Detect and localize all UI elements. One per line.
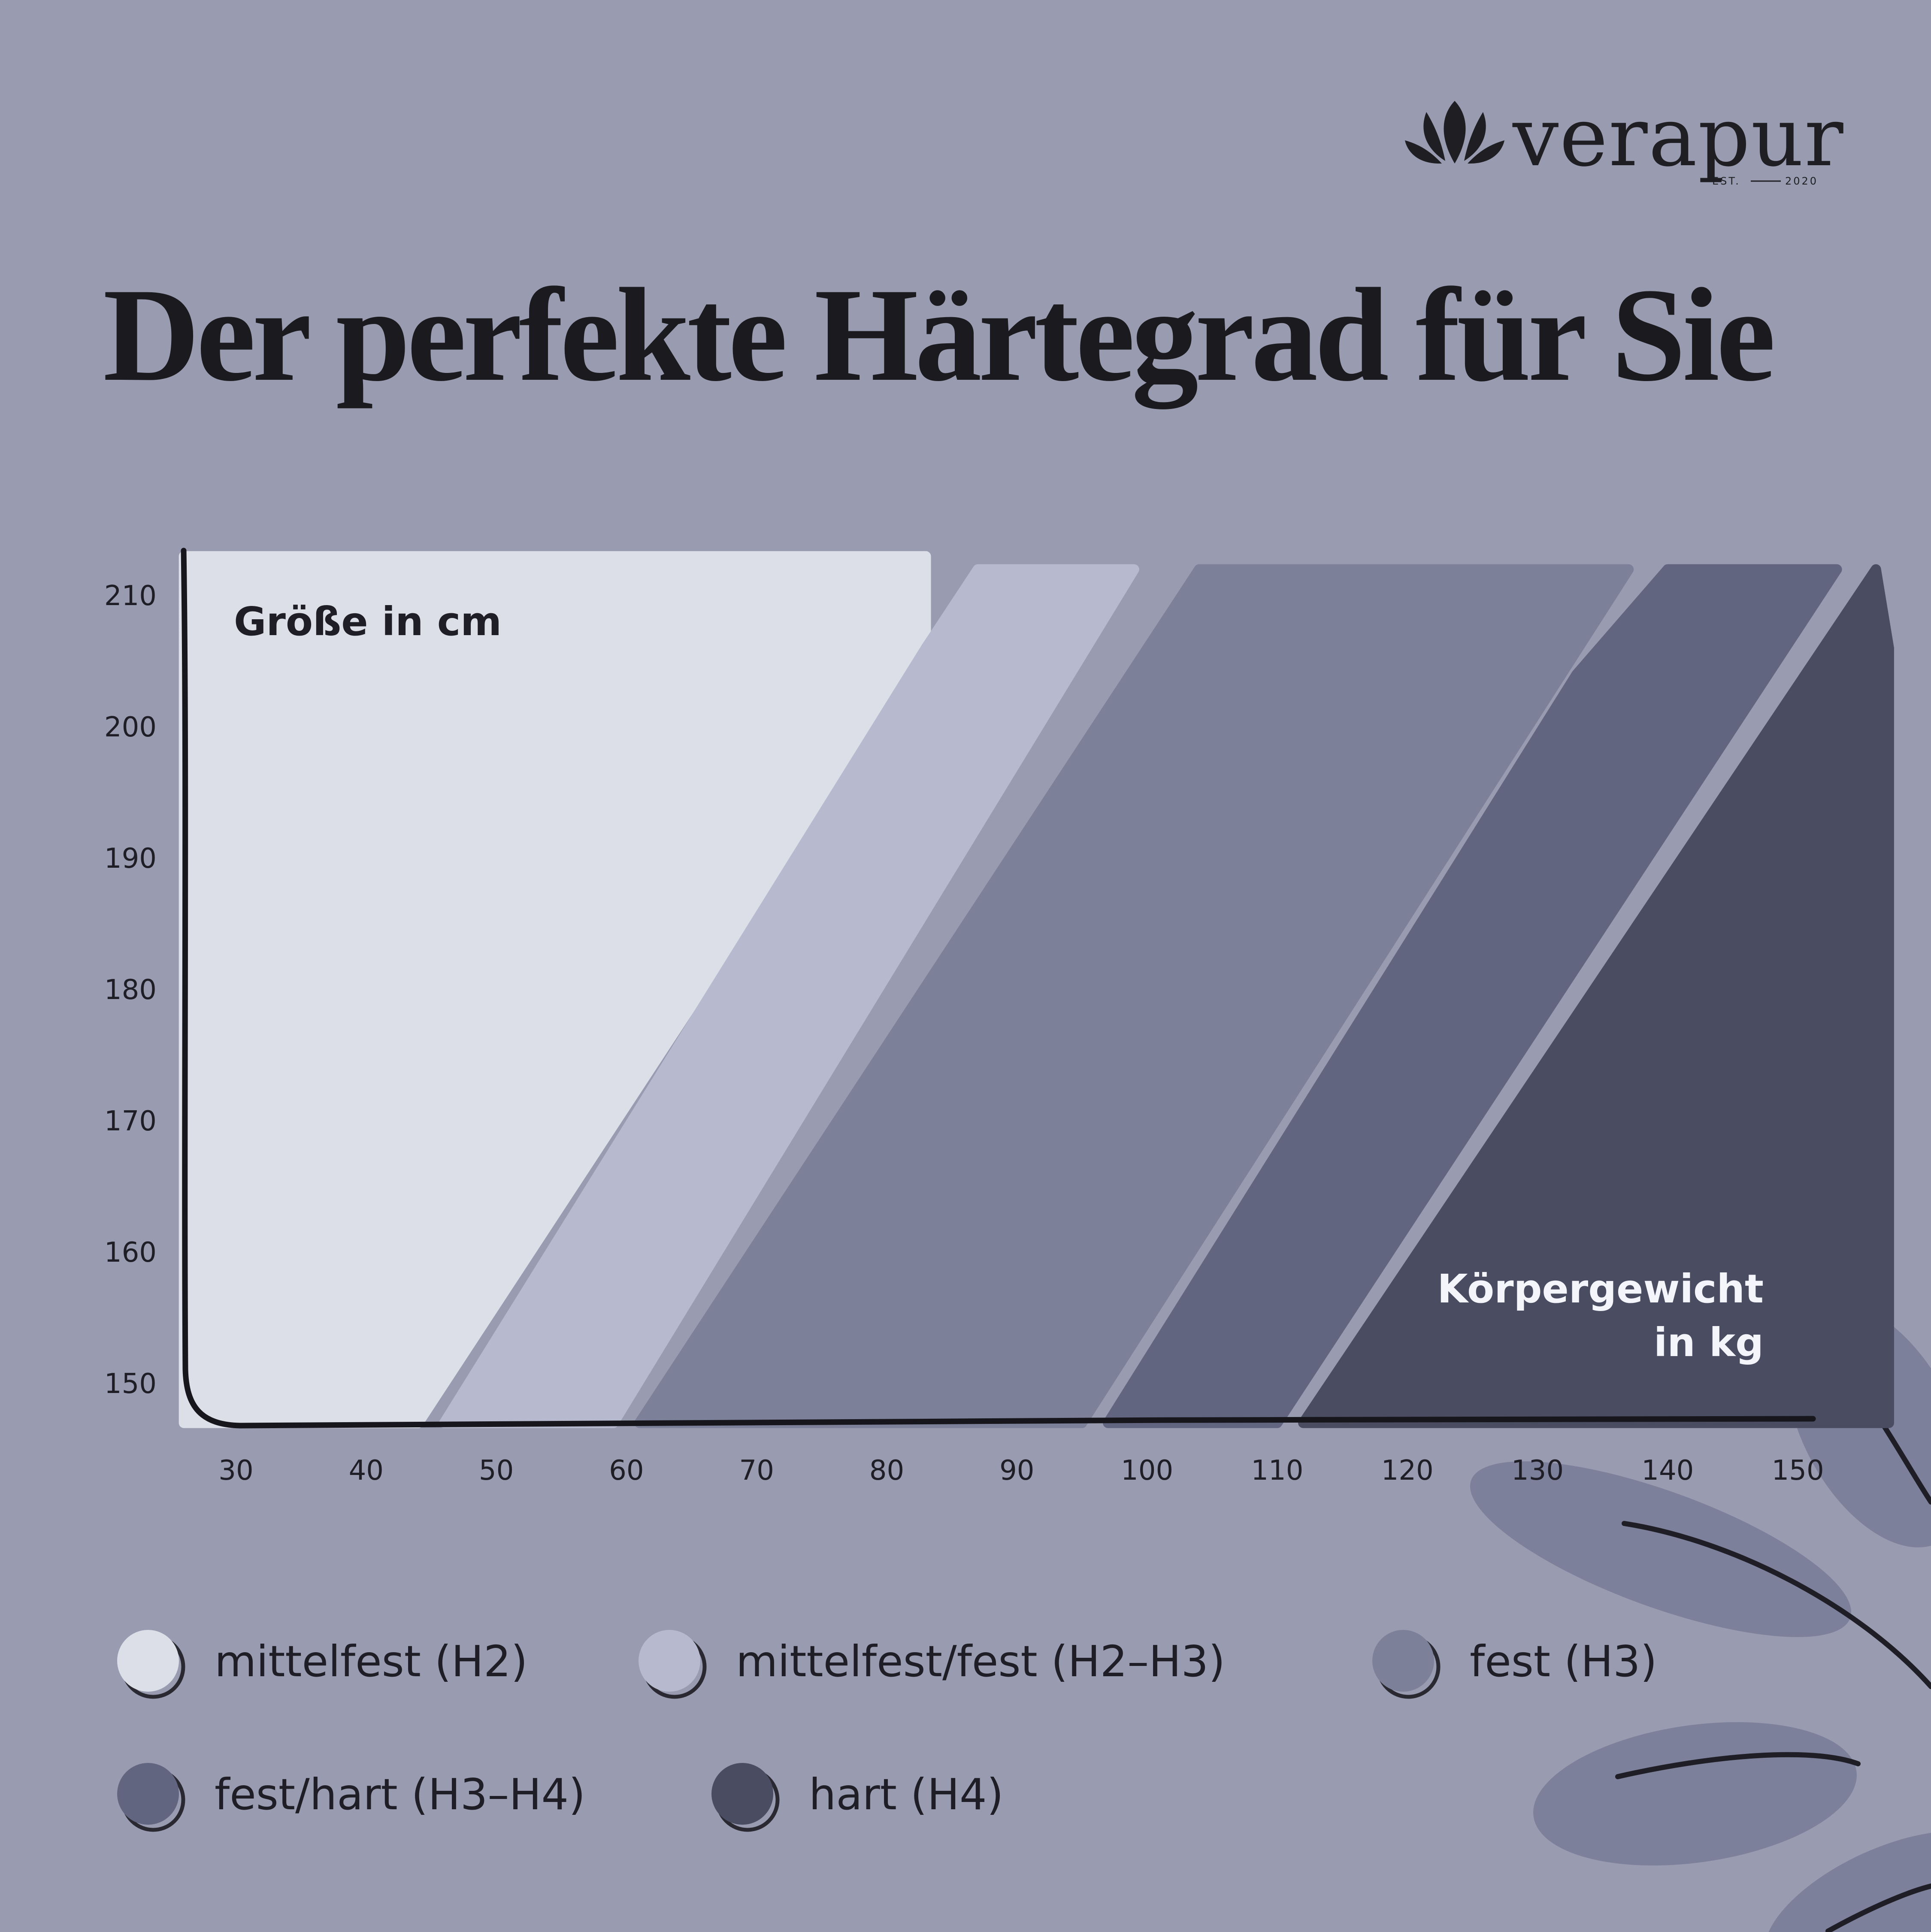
x-tick-label: 50	[479, 1455, 514, 1487]
x-tick-label: 110	[1251, 1455, 1303, 1487]
brand-est-label: EST.	[1712, 175, 1740, 187]
legend-label: mittelfest (H2)	[215, 1636, 528, 1687]
legend-swatch	[711, 1763, 773, 1825]
x-tick-label: 120	[1381, 1455, 1434, 1487]
legend-item: hart (H4)	[711, 1763, 1004, 1832]
legend-swatch	[1372, 1630, 1434, 1692]
y-tick-label: 190	[104, 843, 157, 875]
y-tick-label: 200	[104, 712, 157, 743]
legend-item: mittelfest/fest (H2–H3)	[639, 1630, 1225, 1699]
y-tick-label: 180	[104, 974, 157, 1006]
x-tick-label: 40	[349, 1455, 384, 1487]
legend-label: fest/hart (H3–H4)	[215, 1769, 585, 1820]
legend-swatch	[639, 1630, 700, 1692]
x-tick-label: 90	[999, 1455, 1034, 1487]
x-tick-label: 130	[1511, 1455, 1564, 1487]
legend-swatch	[117, 1763, 179, 1825]
y-tick-label: 160	[104, 1237, 157, 1269]
x-axis-label-line1: Körpergewicht	[1437, 1266, 1764, 1312]
leaf-stem	[1825, 1884, 1931, 1932]
page-title: Der perfekte Härtegrad für Sie	[103, 261, 1773, 411]
legend-item: fest/hart (H3–H4)	[117, 1763, 585, 1832]
x-axis-label-line2: in kg	[1654, 1320, 1764, 1366]
y-axis-ticks: 150 160 170 180 190 200 210	[104, 580, 157, 1400]
leaf-stem	[1615, 1752, 1861, 1779]
lotus-icon	[1405, 101, 1504, 164]
area-band-5	[1298, 564, 1894, 1428]
legend-item: mittelfest (H2)	[117, 1630, 528, 1699]
brand-est-year: 2020	[1785, 175, 1818, 187]
x-tick-label: 150	[1772, 1455, 1824, 1487]
x-tick-label: 80	[869, 1455, 904, 1487]
x-tick-label: 60	[609, 1455, 644, 1487]
x-tick-label: 140	[1641, 1455, 1694, 1487]
decorative-leaves	[1470, 1302, 1931, 1932]
y-axis-label: Größe in cm	[234, 599, 502, 645]
x-axis-ticks: 30 40 50 60 70 80 90 100 110 120 130 140 150	[218, 1455, 1824, 1487]
x-tick-label: 70	[739, 1455, 774, 1487]
x-tick-label: 100	[1121, 1455, 1173, 1487]
legend-swatch	[117, 1630, 179, 1692]
y-tick-label: 210	[104, 580, 157, 612]
chart-areas	[179, 551, 1894, 1428]
x-tick-label: 30	[218, 1455, 253, 1487]
leaf-shape	[1470, 1461, 1852, 1637]
brand-name: verapur	[1512, 90, 1844, 185]
y-tick-label: 150	[104, 1368, 157, 1400]
legend-label: hart (H4)	[809, 1769, 1004, 1820]
leaf-stem	[1622, 1521, 1931, 1689]
legend: mittelfest (H2) mittelfest/fest (H2–H3) fe…	[117, 1630, 1657, 1832]
brand-logo: verapur EST. 2020	[1405, 90, 1844, 187]
legend-item: fest (H3)	[1372, 1630, 1657, 1699]
area-band-4	[1103, 564, 1842, 1428]
legend-label: mittelfest/fest (H2–H3)	[736, 1636, 1225, 1687]
leaf-shape	[1533, 1722, 1857, 1866]
axis-line	[181, 548, 1816, 1429]
legend-label: fest (H3)	[1470, 1636, 1657, 1687]
y-tick-label: 170	[104, 1105, 157, 1137]
